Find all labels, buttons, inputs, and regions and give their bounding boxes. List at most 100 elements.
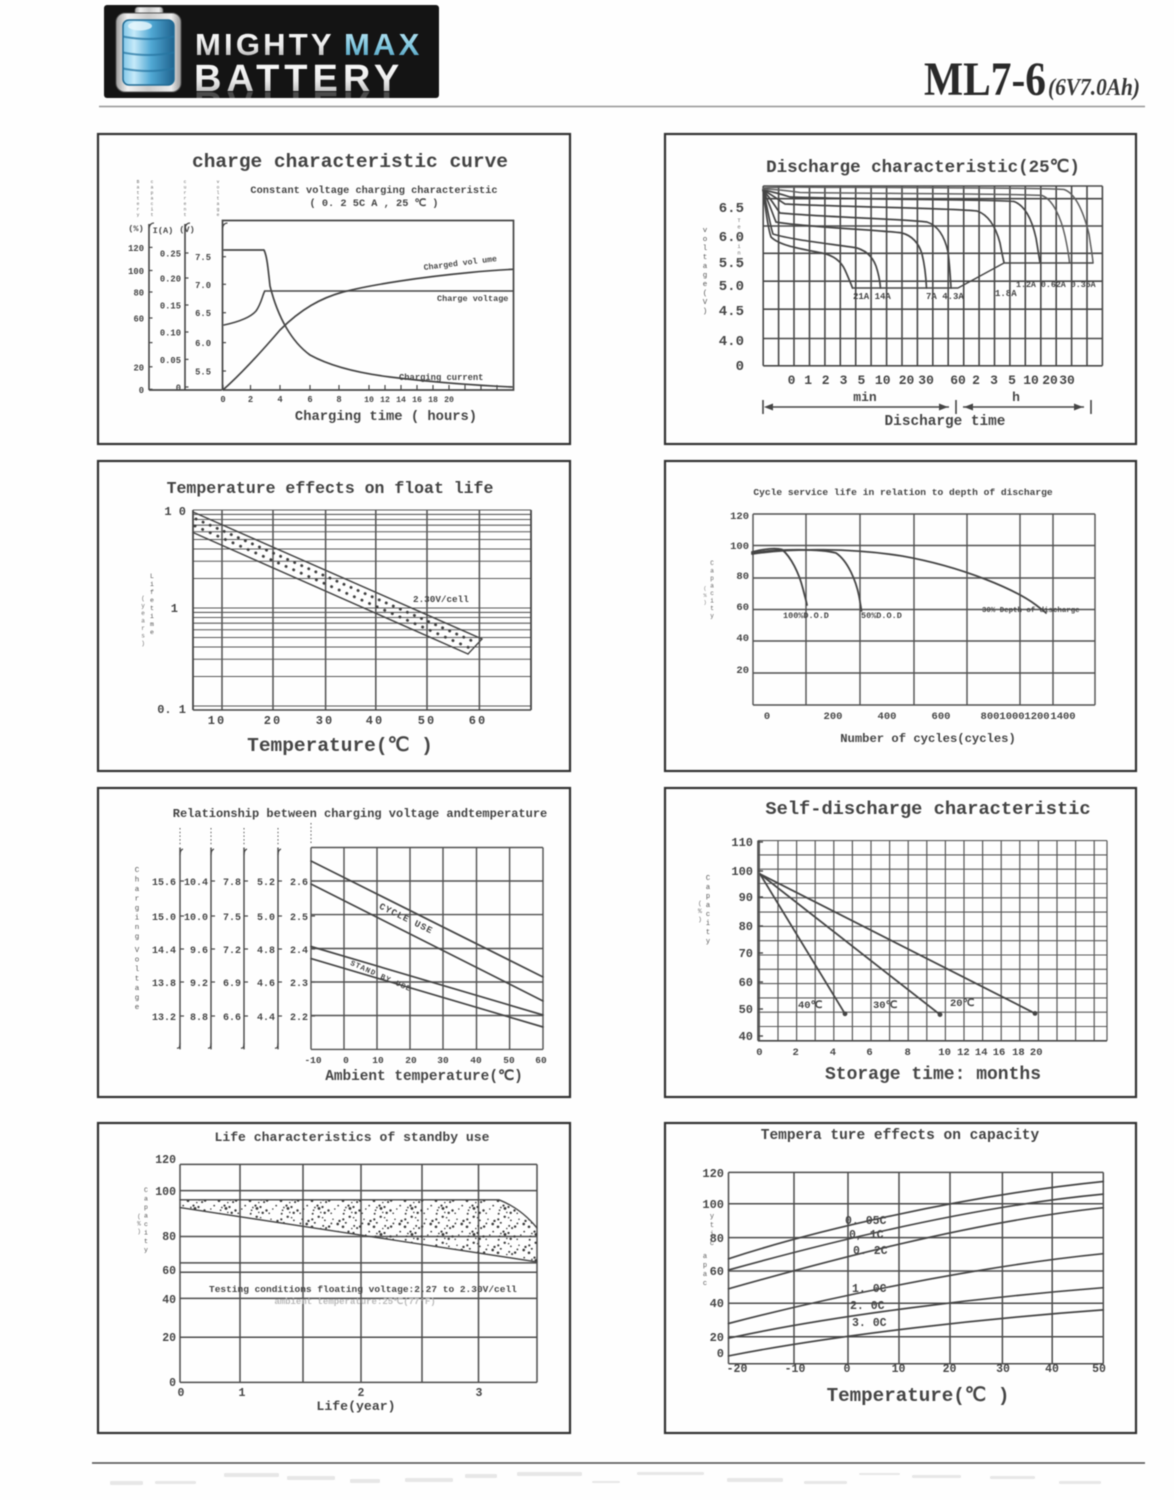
svg-text:Storage time: months: Storage time: months: [825, 1065, 1041, 1085]
svg-text:10.0: 10.0: [184, 913, 208, 924]
svg-text:10: 10: [892, 1363, 906, 1376]
svg-text:Tempera ture effects on capaci: Tempera ture effects on capacity: [761, 1128, 1040, 1144]
svg-text:0.20: 0.20: [160, 275, 181, 285]
svg-text:5: 5: [857, 373, 865, 388]
svg-text:Relationship between charging: Relationship between charging voltage an…: [173, 807, 547, 821]
svg-text:400: 400: [878, 711, 897, 723]
svg-text:5.0: 5.0: [257, 913, 275, 924]
svg-text:Testing conditions floating vo: Testing conditions floating voltage:2.27…: [209, 1284, 517, 1295]
svg-text:3. 0C: 3. 0C: [852, 1317, 887, 1330]
svg-text:1: 1: [171, 602, 178, 616]
svg-text:6.5: 6.5: [195, 309, 211, 319]
svg-text:120: 120: [155, 1154, 176, 1167]
svg-text:8: 8: [905, 1047, 911, 1059]
svg-text:1200: 1200: [1024, 711, 1049, 723]
svg-text:16: 16: [993, 1047, 1006, 1059]
svg-text:21A 14A: 21A 14A: [853, 292, 891, 302]
svg-text:1400: 1400: [1050, 711, 1075, 723]
svg-text:7.2: 7.2: [223, 946, 241, 957]
svg-text:2: 2: [972, 373, 980, 388]
svg-text:20: 20: [899, 373, 915, 388]
svg-text:3: 3: [840, 373, 848, 388]
svg-text:9.2: 9.2: [190, 979, 208, 990]
svg-text:BATTERY: BATTERY: [194, 83, 404, 125]
svg-text:30: 30: [437, 1055, 449, 1066]
svg-text:2.4: 2.4: [290, 946, 308, 957]
svg-text:40: 40: [162, 1294, 176, 1307]
svg-text:8.8: 8.8: [190, 1013, 208, 1024]
svg-text:100: 100: [155, 1186, 176, 1199]
svg-text:200: 200: [824, 711, 843, 723]
svg-text:0: 0: [844, 1363, 851, 1376]
svg-text:min: min: [853, 390, 877, 405]
svg-text:10.4: 10.4: [184, 878, 208, 889]
svg-text:50: 50: [503, 1055, 515, 1066]
svg-text:Number of cycles(cycles): Number of cycles(cycles): [840, 732, 1016, 746]
svg-text:2: 2: [248, 395, 253, 405]
svg-text:40: 40: [470, 1055, 482, 1066]
svg-text:6: 6: [866, 1047, 872, 1059]
svg-text:3: 3: [476, 1387, 483, 1400]
svg-text:BATTERY: BATTERY: [194, 58, 404, 100]
svg-text:80: 80: [162, 1231, 176, 1244]
svg-text:2.30V/cell: 2.30V/cell: [413, 594, 469, 605]
svg-text:1: 1: [239, 1387, 246, 1400]
svg-text:4.4: 4.4: [257, 1013, 275, 1024]
svg-text:0.05: 0.05: [160, 356, 181, 366]
svg-text:Charge voltage: Charge voltage: [437, 294, 508, 304]
svg-text:0: 0: [736, 359, 744, 375]
svg-text:7A 4.3A: 7A 4.3A: [926, 292, 964, 302]
svg-text:0: 0: [343, 1055, 349, 1066]
svg-text:14.4: 14.4: [152, 946, 176, 957]
svg-text:7.5: 7.5: [223, 913, 241, 924]
svg-text:20: 20: [943, 1363, 957, 1376]
svg-text:MAX: MAX: [344, 27, 423, 62]
svg-text:-10: -10: [785, 1363, 806, 1376]
svg-text:4.8: 4.8: [257, 946, 275, 957]
svg-text:1000: 1000: [999, 711, 1024, 723]
svg-text:Charging current: Charging current: [399, 373, 483, 383]
svg-text:Temperature(℃ ): Temperature(℃ ): [827, 1385, 1010, 1407]
svg-text:20: 20: [736, 665, 749, 677]
svg-text:70: 70: [739, 947, 753, 961]
svg-text:20: 20: [264, 714, 282, 728]
svg-text:STAND BY USE: STAND BY USE: [349, 960, 413, 994]
svg-text:3: 3: [990, 373, 998, 388]
svg-text:0: 0: [717, 1347, 724, 1361]
svg-text:60: 60: [162, 1265, 176, 1278]
svg-text:1. 0C: 1. 0C: [852, 1283, 887, 1296]
svg-text:30: 30: [918, 373, 934, 388]
svg-text:40: 40: [710, 1297, 724, 1311]
svg-text:120: 120: [730, 511, 749, 523]
svg-text:7.0: 7.0: [195, 281, 211, 291]
svg-text:5.5: 5.5: [195, 368, 211, 378]
svg-text:100: 100: [730, 541, 749, 553]
svg-text:18: 18: [428, 396, 438, 405]
svg-text:40: 40: [1045, 1363, 1059, 1376]
svg-text:30: 30: [996, 1363, 1010, 1376]
svg-text:14: 14: [396, 396, 406, 405]
svg-text:Charged vol ume: Charged vol ume: [423, 254, 497, 273]
svg-text:6.6: 6.6: [223, 1013, 241, 1024]
svg-text:120: 120: [702, 1167, 724, 1181]
svg-text:60: 60: [535, 1055, 547, 1066]
svg-text:80: 80: [710, 1232, 724, 1246]
svg-text:2.2: 2.2: [290, 1013, 308, 1024]
svg-text:60: 60: [710, 1265, 724, 1279]
svg-text:0: 0: [788, 373, 796, 388]
svg-text:40: 40: [736, 633, 749, 645]
svg-text:0: 0: [169, 1377, 176, 1390]
svg-text:8: 8: [336, 395, 341, 405]
svg-text:(6V7.0Ah): (6V7.0Ah): [1048, 75, 1140, 101]
svg-text:14: 14: [975, 1047, 988, 1059]
svg-text:0: 0: [176, 384, 181, 394]
svg-text:60: 60: [950, 373, 966, 388]
svg-text:0: 0: [139, 386, 144, 396]
svg-text:30% Depth of discharge: 30% Depth of discharge: [982, 607, 1080, 615]
svg-text:600: 600: [932, 711, 951, 723]
svg-text:Cycle service life in relation: Cycle service life in relation to depth …: [753, 487, 1053, 498]
svg-text:12: 12: [957, 1047, 970, 1059]
svg-text:5.0: 5.0: [719, 279, 744, 295]
